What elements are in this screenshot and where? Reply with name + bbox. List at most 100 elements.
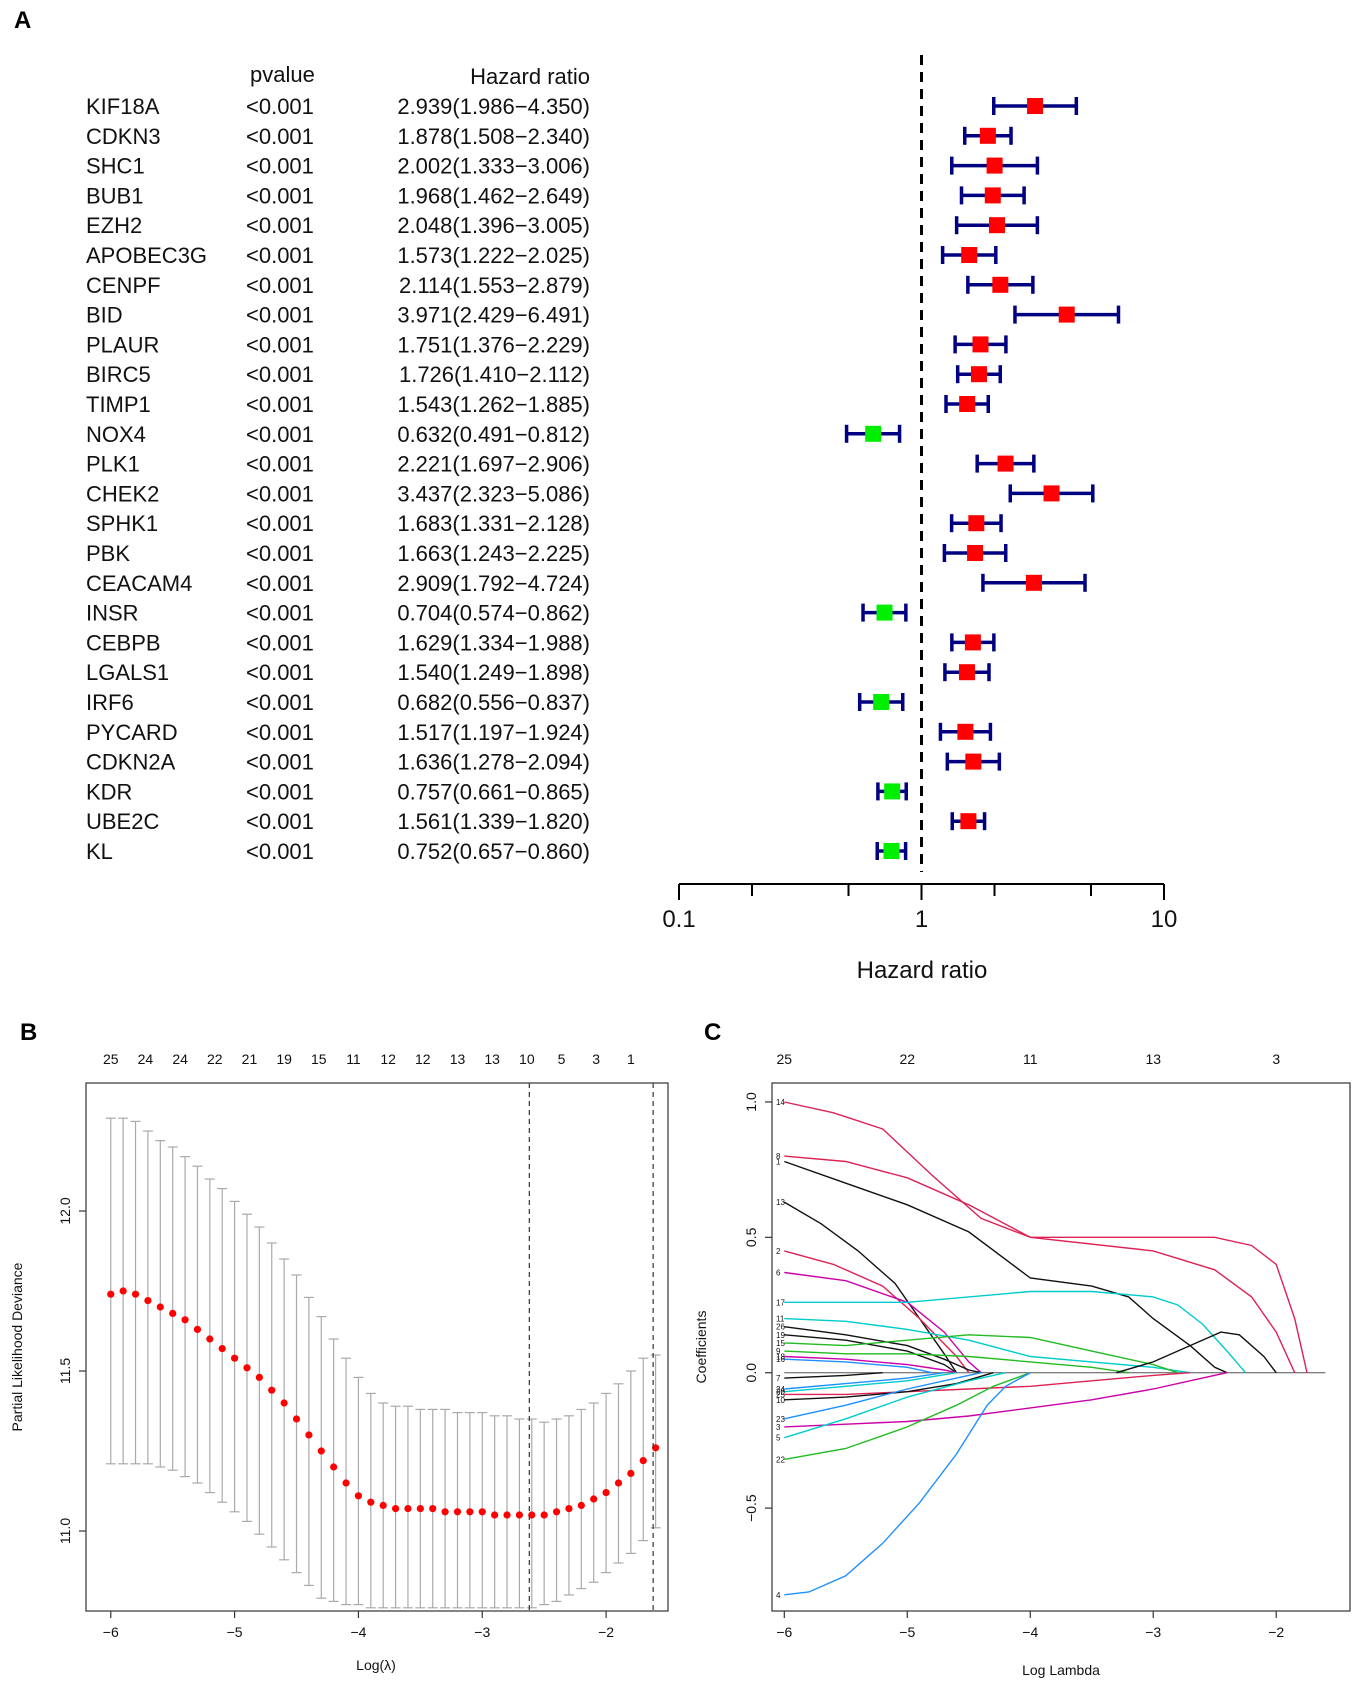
pvalue-cell: <0.001	[246, 481, 314, 506]
gene-label: EZH2	[86, 213, 142, 238]
deviance-point	[416, 1505, 424, 1513]
deviance-point	[466, 1508, 474, 1516]
deviance-point	[119, 1287, 127, 1295]
forest-x-axis: 0.1 1 10	[662, 883, 1177, 933]
coef-path-label: 6	[776, 1269, 781, 1278]
coef-path-1	[784, 1160, 1228, 1374]
cv-top-label: 22	[207, 1051, 223, 1067]
hazard-ratio-point	[958, 664, 975, 681]
deviance-point	[156, 1303, 164, 1311]
gene-label: INSR	[86, 601, 139, 626]
coef-path-6	[784, 1271, 982, 1374]
cv-top-label: 24	[138, 1051, 154, 1067]
coef-path-9	[784, 1350, 1129, 1374]
deviance-point	[330, 1463, 338, 1471]
pvalue-cell: <0.001	[246, 273, 314, 298]
pvalue-cell: <0.001	[246, 750, 314, 775]
hazard-ratio-point	[984, 187, 1001, 204]
cv-deviance-plot: −6 −5 −4 −3 −211.011.512.025 24 24 22 21 19 15 11 12…	[9, 1051, 669, 1673]
coef-y-tick-label: 1.0	[743, 1092, 759, 1112]
hazard-ratio-cell: 1.540(1.249−1.898)	[397, 660, 590, 685]
pvalue-cell: <0.001	[246, 154, 314, 179]
hazard-ratio-cell: 0.632(0.491−0.812)	[397, 422, 590, 447]
cv-y-tick-label: 11.5	[57, 1358, 73, 1384]
coef-path-label: 7	[776, 1374, 781, 1383]
hazard-ratio-point	[965, 753, 982, 770]
pvalue-cell: <0.001	[246, 779, 314, 804]
hazard-ratio-cell: 0.757(0.661−0.865)	[397, 779, 590, 804]
deviance-point	[491, 1511, 499, 1519]
cv-top-label: 13	[484, 1051, 500, 1067]
deviance-point	[181, 1316, 189, 1324]
deviance-point	[131, 1290, 140, 1298]
pvalue-cell: <0.001	[246, 243, 314, 268]
hazard-ratio-cell: 1.751(1.376−2.229)	[397, 332, 590, 357]
coef-path-label: 20	[776, 1388, 785, 1397]
gene-label: CEBPB	[86, 630, 161, 655]
hazard-ratio-point	[968, 515, 985, 532]
gene-label: TIMP1	[86, 392, 151, 417]
hazard-ratio-cell: 2.221(1.697−2.906)	[397, 452, 590, 477]
cv-top-label: 21	[242, 1051, 258, 1067]
deviance-point	[280, 1399, 288, 1407]
panel-label-b: B	[20, 1019, 37, 1046]
hazard-ratio-cell: 2.909(1.792−4.724)	[397, 571, 590, 596]
gene-label: IRF6	[86, 690, 134, 715]
cv-top-label: 3	[592, 1051, 600, 1067]
forest-axis-tick-label: 1	[915, 906, 928, 933]
coef-path-26	[784, 1326, 982, 1374]
hazard-ratio-cell: 1.663(1.243−2.225)	[397, 541, 590, 566]
deviance-point	[515, 1511, 524, 1519]
hazard-ratio-point	[957, 723, 974, 740]
cv-top-label: 25	[103, 1051, 119, 1067]
deviance-point	[627, 1469, 635, 1477]
gene-label: KL	[86, 839, 113, 864]
pvalue-cell: <0.001	[246, 601, 314, 626]
deviance-point	[503, 1511, 511, 1519]
cv-y-tick-label: 12.0	[57, 1197, 73, 1224]
hazard-ratio-point	[992, 276, 1009, 293]
pvalue-cell: <0.001	[246, 392, 314, 417]
cv-x-tick-label: −6	[103, 1624, 119, 1640]
cv-x-tick-label: −5	[227, 1624, 243, 1640]
hazard-ratio-point	[959, 396, 976, 412]
deviance-point	[602, 1489, 610, 1497]
deviance-point	[342, 1479, 350, 1487]
deviance-point	[305, 1431, 313, 1439]
hazard-ratio-cell: 0.682(0.556−0.837)	[397, 690, 590, 715]
cv-top-label: 1	[627, 1051, 635, 1067]
coef-path-12	[1116, 1331, 1277, 1374]
deviance-point	[268, 1386, 276, 1394]
coef-top-label: 11	[1023, 1051, 1038, 1067]
cv-x-tick-label: −4	[350, 1624, 366, 1640]
hazard-ratio-point	[1027, 98, 1044, 114]
coef-path-label: 3	[776, 1423, 781, 1432]
coef-path-label: 4	[776, 1591, 781, 1600]
hazard-ratio-point	[1043, 485, 1060, 502]
deviance-point	[528, 1511, 536, 1519]
coef-path-label: 26	[776, 1323, 785, 1332]
coef-plot-content: 148113261711261915918167242025102335224−…	[743, 1051, 1326, 1640]
coef-path-label: 25	[776, 1390, 785, 1399]
coef-path-label: 5	[776, 1434, 781, 1443]
cv-x-tick-label: −3	[474, 1624, 490, 1640]
cv-top-label: 5	[558, 1051, 566, 1067]
gene-label: CEACAM4	[86, 571, 192, 596]
coef-path-11	[784, 1317, 1191, 1374]
coef-plot-frame	[771, 1082, 1351, 1612]
cv-top-label: 13	[450, 1051, 466, 1067]
hazard-ratio-point	[970, 366, 987, 383]
deviance-point	[652, 1444, 660, 1452]
pvalue-cell: <0.001	[246, 660, 314, 685]
cv-y-tick-label: 11.0	[57, 1518, 73, 1544]
deviance-point	[590, 1495, 598, 1503]
deviance-point	[230, 1354, 239, 1362]
forest-plot: pvalue Hazard ratio KIF18A <0.001 2.939(1.…	[86, 55, 1177, 984]
deviance-point	[218, 1345, 226, 1353]
coef-top-label: 25	[777, 1051, 793, 1067]
pvalue-cell: <0.001	[246, 124, 314, 149]
pvalue-cell: <0.001	[246, 183, 314, 208]
coef-path-22	[784, 1372, 1031, 1461]
hazard-ratio-point	[876, 604, 893, 621]
